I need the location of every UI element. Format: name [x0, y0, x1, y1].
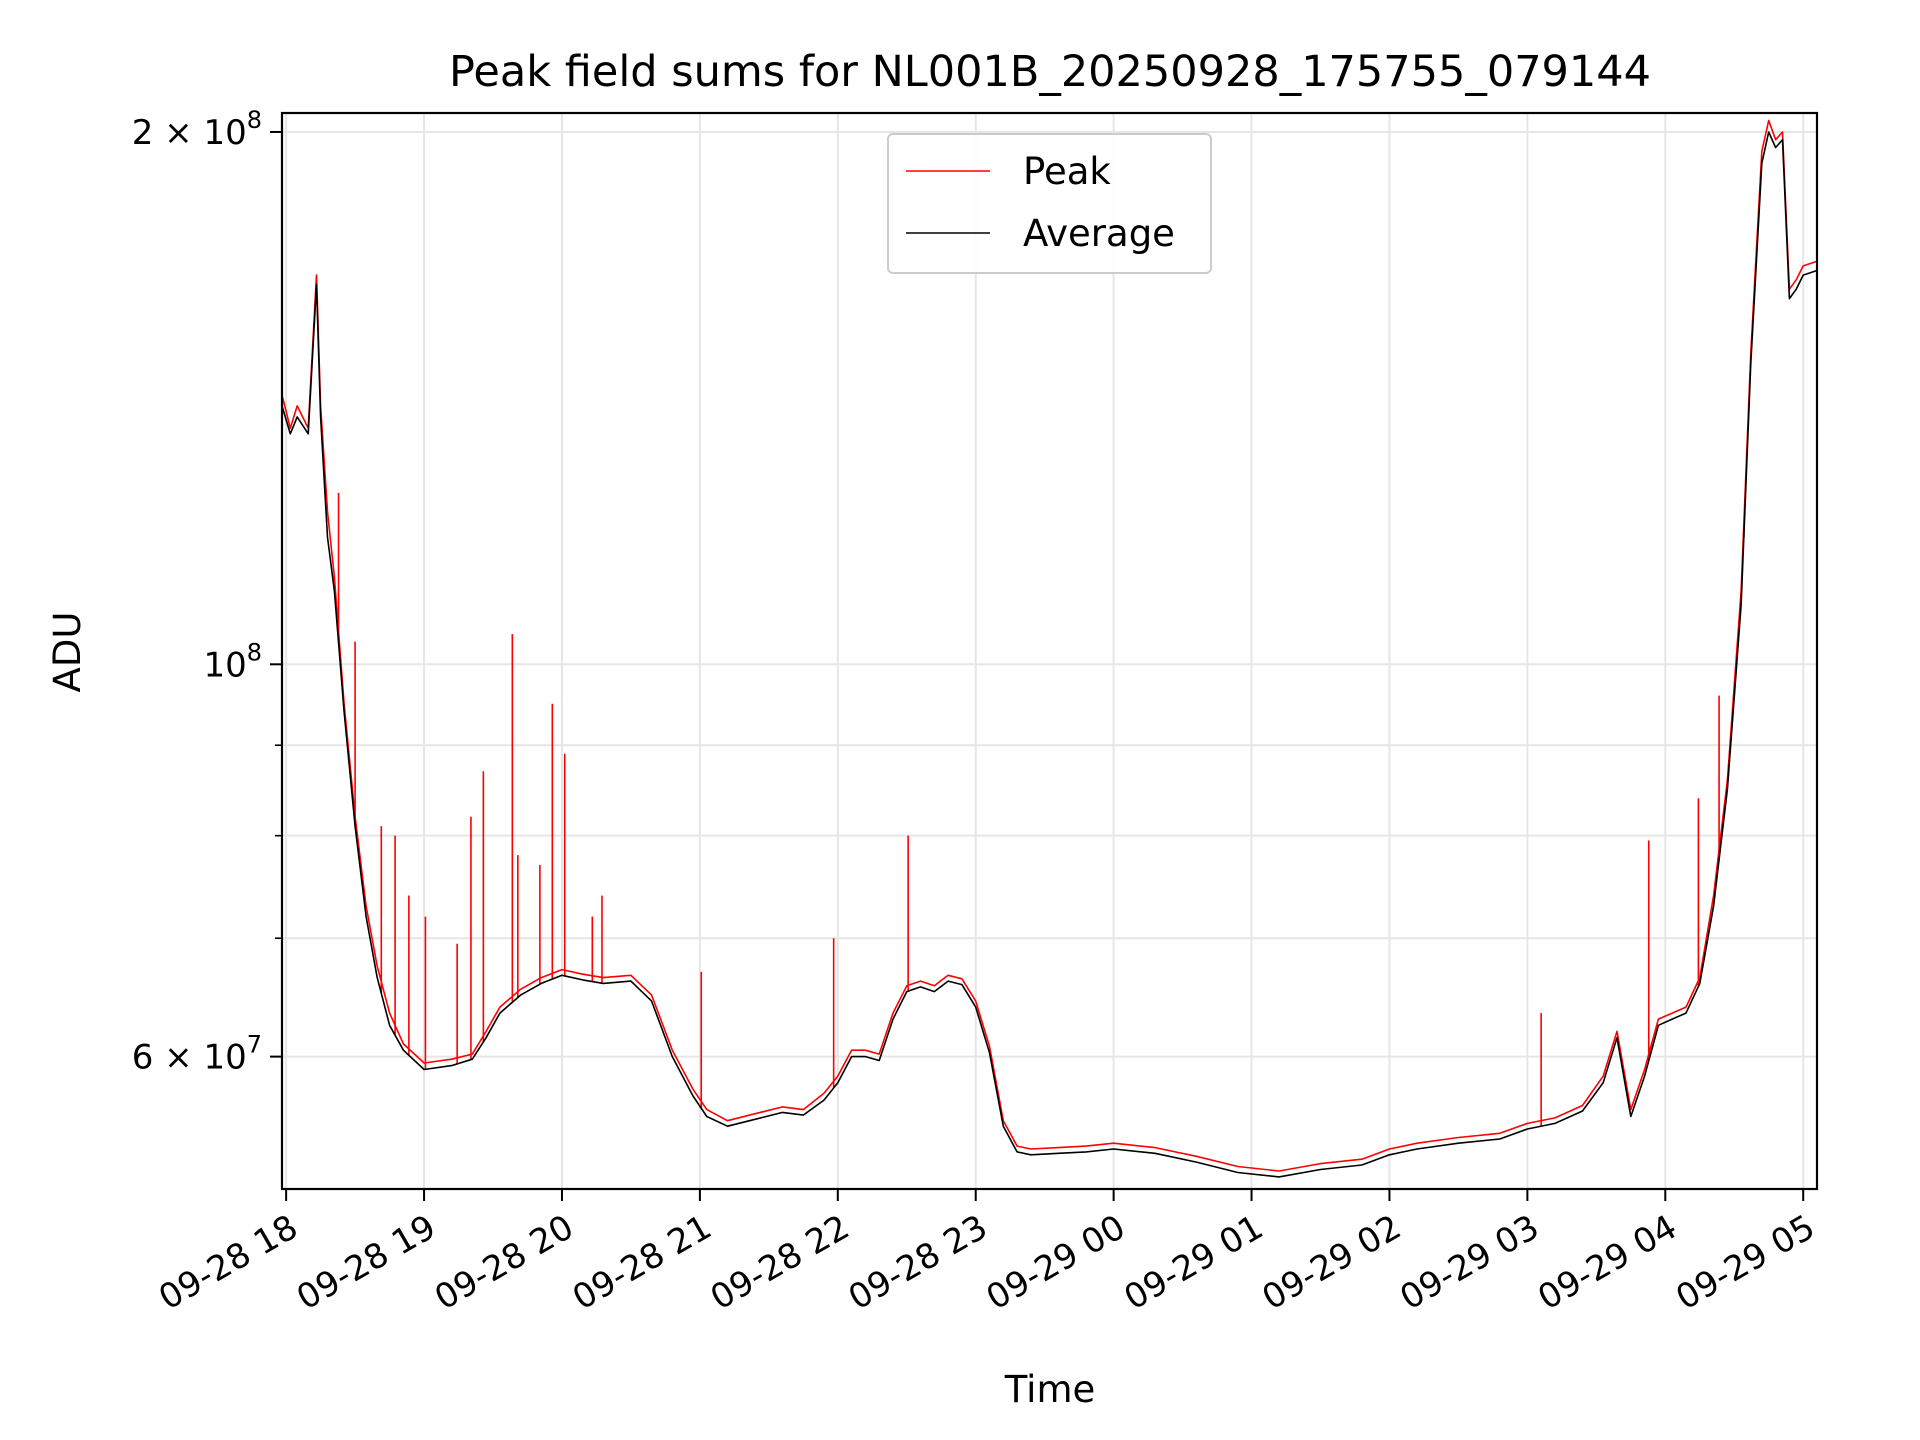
x-tick-label: 09-29 01 [1118, 1207, 1270, 1318]
average-line [281, 131, 1818, 1178]
x-tick-label: 09-29 05 [1669, 1207, 1821, 1318]
chart-title: Peak field sums for NL001B_20250928_1757… [449, 47, 1651, 97]
y-tick-label: 6 × 107 [132, 1031, 262, 1078]
peak-line [281, 119, 1818, 1172]
x-tick-label: 09-28 21 [566, 1207, 718, 1318]
x-tick-label: 09-29 03 [1393, 1207, 1545, 1318]
y-tick-label: 2 × 108 [132, 106, 262, 153]
y-axis-label: ADU [46, 612, 89, 693]
x-grid [285, 113, 1805, 1189]
legend-average-label: Average [1023, 212, 1175, 255]
series-average [281, 131, 1818, 1178]
x-tick-label: 09-28 19 [290, 1207, 442, 1318]
y-axis-ticks: 6 × 107 108 2 × 108 [132, 106, 282, 1078]
x-tick-label: 09-28 23 [842, 1207, 994, 1318]
y-tick-label: 108 [203, 638, 262, 685]
legend-box [887, 133, 1212, 274]
x-tick-label: 09-29 02 [1256, 1207, 1408, 1318]
legend: Peak Average [887, 133, 1212, 274]
y-grid [282, 130, 1817, 1058]
x-tick-label: 09-28 18 [152, 1207, 304, 1318]
x-tick-label: 09-29 00 [980, 1207, 1132, 1318]
series-peak [281, 119, 1818, 1172]
x-tick-label: 09-28 22 [704, 1207, 856, 1318]
x-tick-label: 09-29 04 [1531, 1207, 1683, 1318]
x-axis-label: Time [1004, 1368, 1096, 1411]
x-tick-label: 09-28 20 [428, 1207, 580, 1318]
legend-peak-label: Peak [1023, 150, 1111, 193]
plot-frame [280, 111, 1819, 1191]
